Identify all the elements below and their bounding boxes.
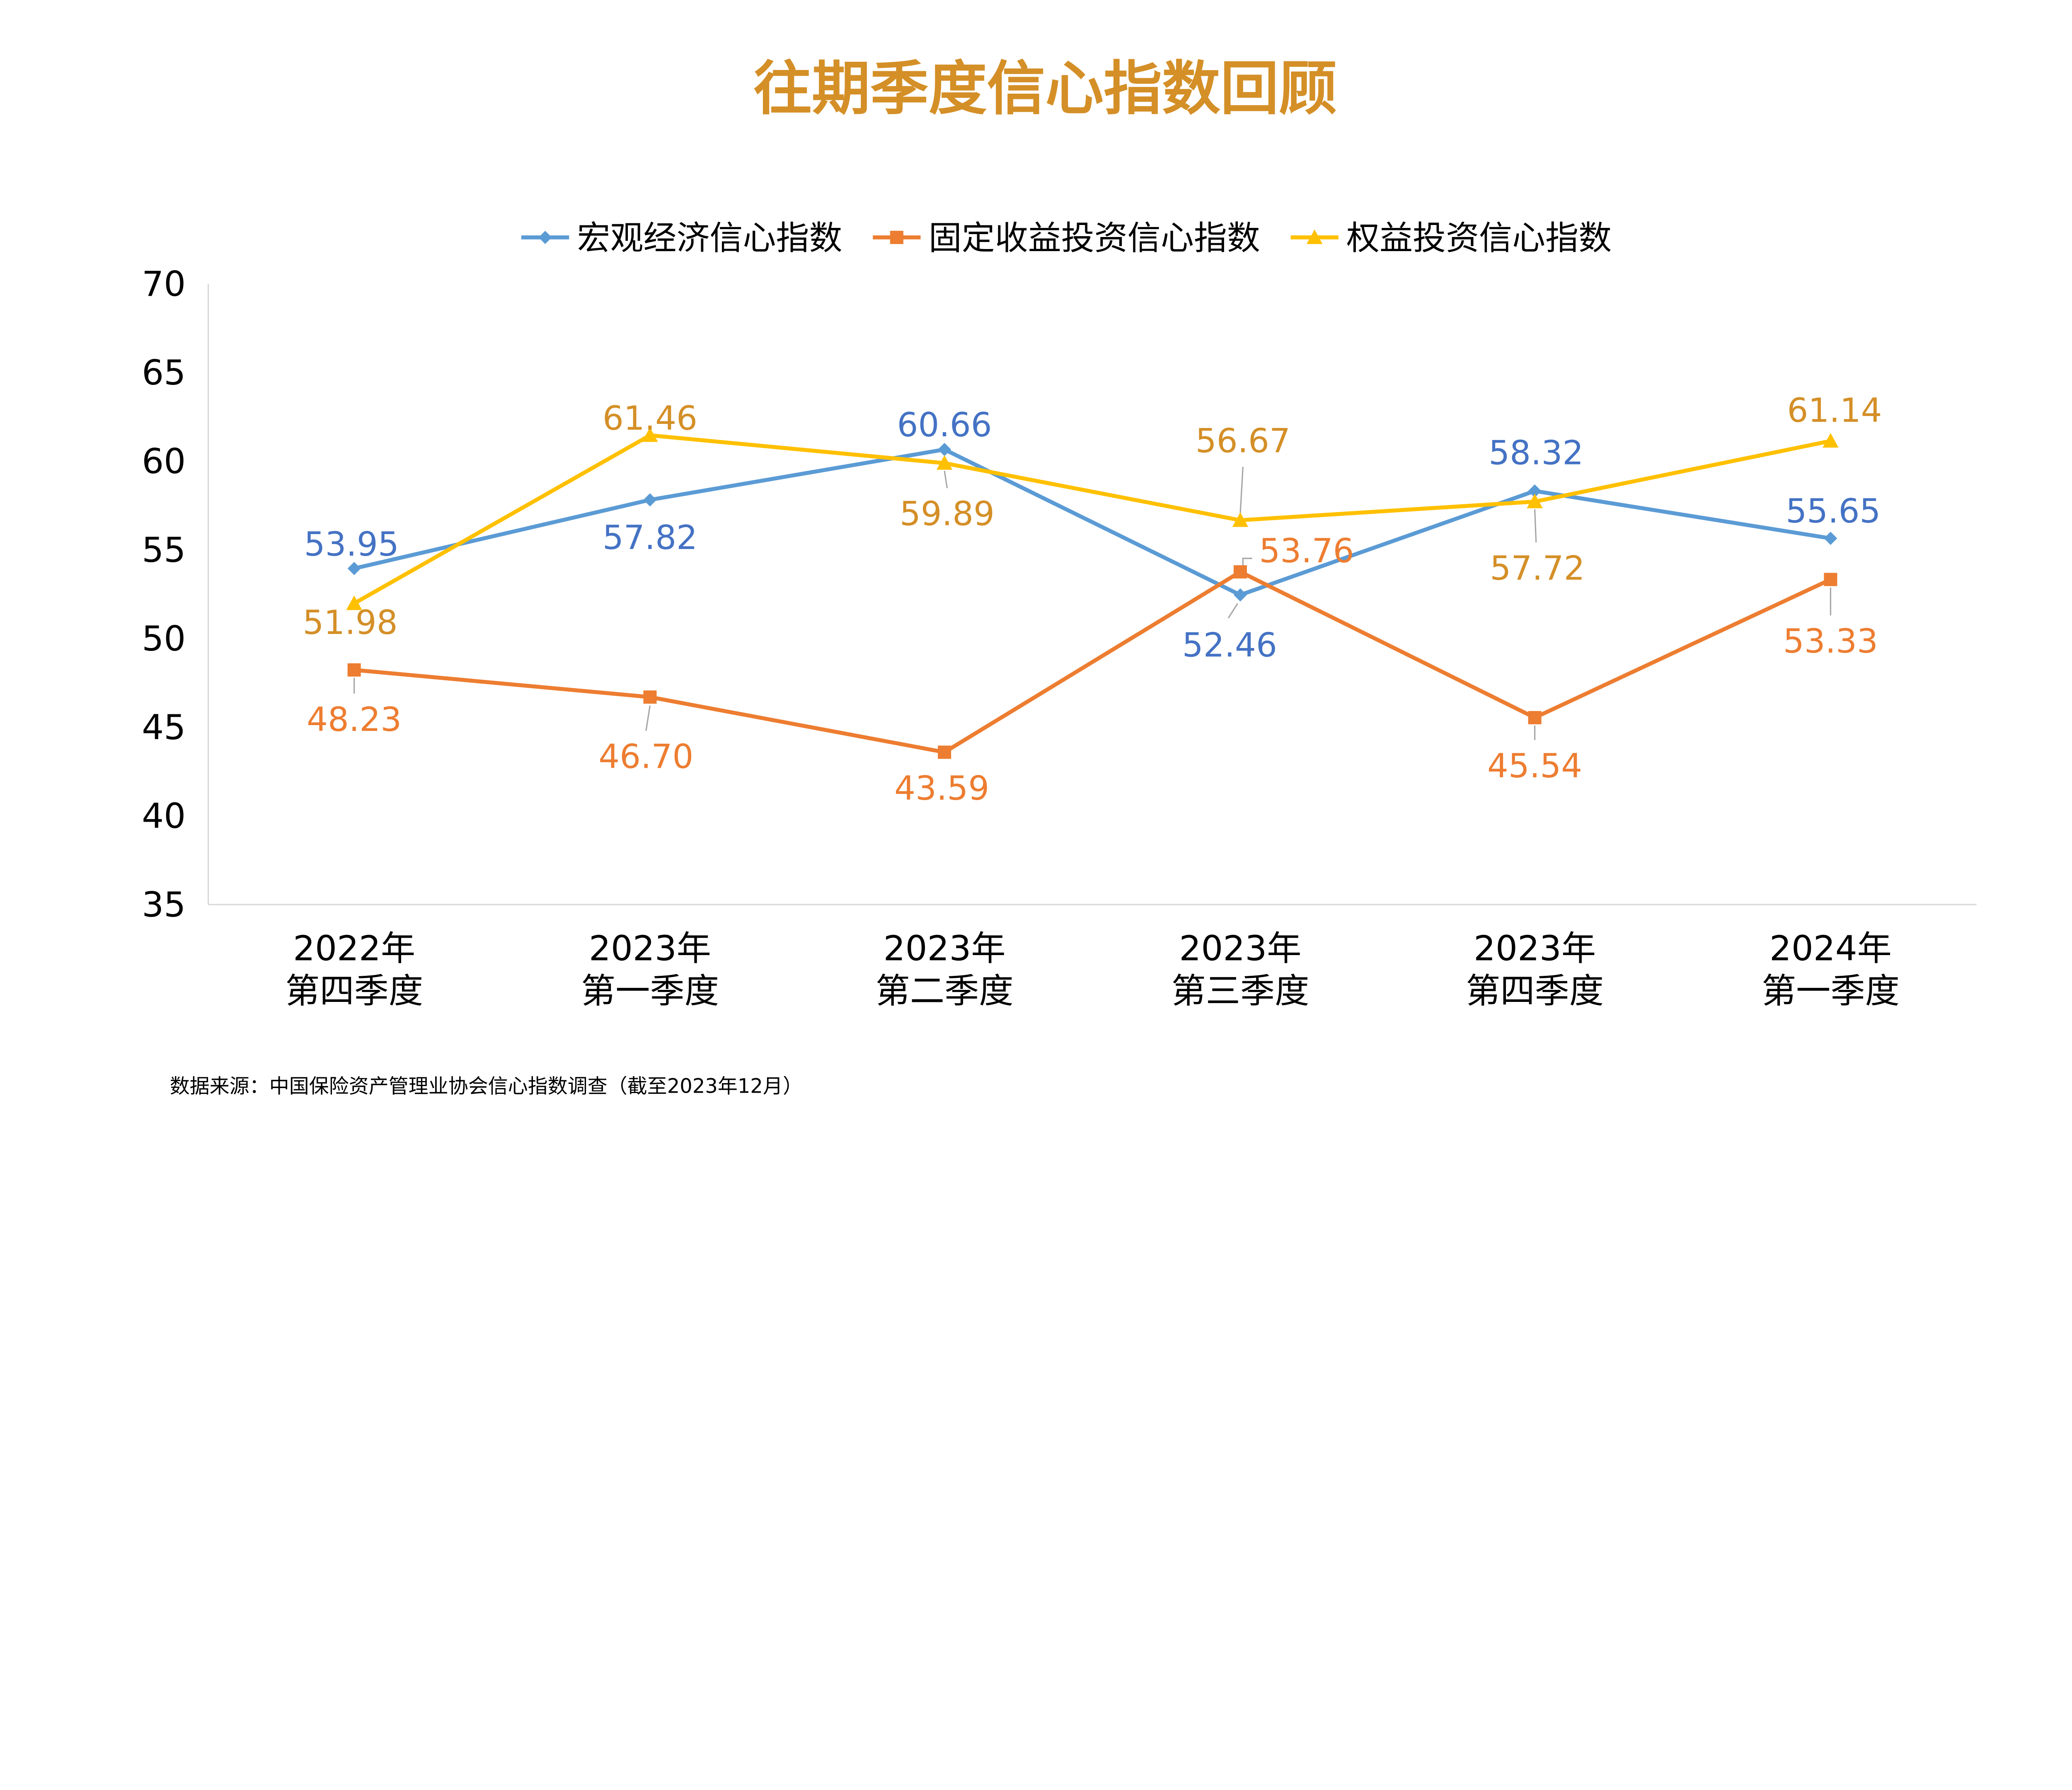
leader-line <box>944 471 948 489</box>
triangle-marker <box>1527 493 1543 508</box>
x-tick-label: 第四季度 <box>1466 971 1604 1011</box>
data-label: 57.72 <box>1490 549 1585 588</box>
x-tick-label: 第二季度 <box>876 971 1014 1011</box>
chart-title: 往期季度信心指数回顾 <box>753 55 1337 123</box>
footnote: 数据来源：中国保险资产管理业协会信心指数调查（截至2023年12月） <box>170 1075 803 1098</box>
leader-line <box>1227 603 1238 619</box>
series-line <box>353 433 1831 605</box>
legend-label: 权益投资信心指数 <box>1346 219 1612 257</box>
triangle-marker <box>642 427 658 442</box>
legend: 宏观经济信心指数 固定收益投资信心指数 权益投资信心指数 <box>521 219 1612 257</box>
y-tick-label: 70 <box>142 264 186 304</box>
data-label: 45.54 <box>1487 747 1582 785</box>
x-tick-label: 2024年 <box>1769 929 1892 969</box>
leader-line <box>1239 467 1244 513</box>
data-label: 57.82 <box>603 518 697 557</box>
square-marker <box>938 745 951 759</box>
square-marker <box>643 690 657 704</box>
triangle-marker <box>1307 229 1323 244</box>
y-tick-label: 35 <box>142 885 186 925</box>
data-label: 43.59 <box>894 769 989 808</box>
square-marker <box>1233 565 1247 579</box>
series-line <box>354 569 1832 755</box>
diamond-marker <box>1824 532 1837 545</box>
x-tick-label: 2022年 <box>293 929 415 969</box>
y-tick-label: 45 <box>142 707 186 747</box>
data-label: 48.23 <box>307 700 402 739</box>
data-label: 55.65 <box>1786 492 1881 530</box>
x-tick-label: 2023年 <box>884 929 1006 969</box>
square-marker <box>347 663 361 677</box>
series-triangle: 51.98 61.46 59.89 56.67 57.72 61.14 <box>303 391 1882 642</box>
x-tick-label: 第三季度 <box>1172 971 1310 1011</box>
y-tick-label: 55 <box>142 530 186 570</box>
y-tick-label: 40 <box>142 796 186 836</box>
x-tick-label: 第一季度 <box>1762 971 1900 1011</box>
x-tick-label: 第一季度 <box>581 971 719 1011</box>
diamond-marker <box>1233 588 1247 602</box>
data-label: 51.98 <box>303 603 398 642</box>
legend-item: 固定收益投资信心指数 <box>873 219 1260 257</box>
legend-item: 宏观经济信心指数 <box>521 219 842 257</box>
triangle-marker <box>346 595 362 610</box>
data-label: 53.76 <box>1259 532 1354 570</box>
y-tick-label: 65 <box>142 353 186 393</box>
diamond-marker <box>1528 484 1542 498</box>
data-label: 46.70 <box>598 737 693 776</box>
series-line <box>353 447 1831 597</box>
axes: 35404550556065702022年第四季度2023年第一季度2023年第… <box>142 264 1977 1011</box>
data-label: 60.66 <box>897 406 992 444</box>
leader-line <box>1534 509 1537 543</box>
x-tick-label: 第四季度 <box>285 971 423 1011</box>
square-marker <box>1824 573 1837 586</box>
y-tick-label: 50 <box>142 619 186 659</box>
x-tick-label: 2023年 <box>1474 929 1596 969</box>
data-label: 61.46 <box>603 399 697 438</box>
x-tick-label: 2023年 <box>589 929 711 969</box>
diamond-marker <box>347 561 361 575</box>
series-square: 48.23 46.70 43.59 53.76 45.54 53.33 <box>307 532 1878 808</box>
y-tick-label: 60 <box>142 441 186 481</box>
triangle-marker <box>936 455 953 470</box>
series-group: 53.95 57.82 60.66 52.46 58.32 55.65 48.23 46.70… <box>303 391 1882 808</box>
data-label: 53.33 <box>1783 622 1878 660</box>
data-label: 53.95 <box>304 525 399 564</box>
data-label: 58.32 <box>1489 433 1583 472</box>
chart: 往期季度信心指数回顾 宏观经济信心指数 固定收益投资信心指数 权益投资信心指数 35… <box>142 55 1977 1098</box>
diamond-marker <box>643 493 657 507</box>
diamond-marker <box>938 443 951 456</box>
data-label: 52.46 <box>1182 626 1277 664</box>
x-tick-label: 2023年 <box>1179 929 1301 969</box>
leader-line <box>1242 558 1252 568</box>
leader-line <box>645 705 651 731</box>
legend-label: 固定收益投资信心指数 <box>929 219 1260 257</box>
data-label: 56.67 <box>1196 422 1290 460</box>
triangle-marker <box>1232 512 1249 527</box>
legend-item: 权益投资信心指数 <box>1290 219 1612 257</box>
data-label: 59.89 <box>900 495 995 533</box>
series-diamond: 53.95 57.82 60.66 52.46 58.32 55.65 <box>304 406 1881 664</box>
square-marker <box>890 230 903 244</box>
diamond-marker <box>538 230 552 244</box>
legend-label: 宏观经济信心指数 <box>577 219 842 257</box>
square-marker <box>1528 711 1542 724</box>
data-label: 61.14 <box>1787 391 1882 430</box>
triangle-marker <box>1823 433 1839 448</box>
